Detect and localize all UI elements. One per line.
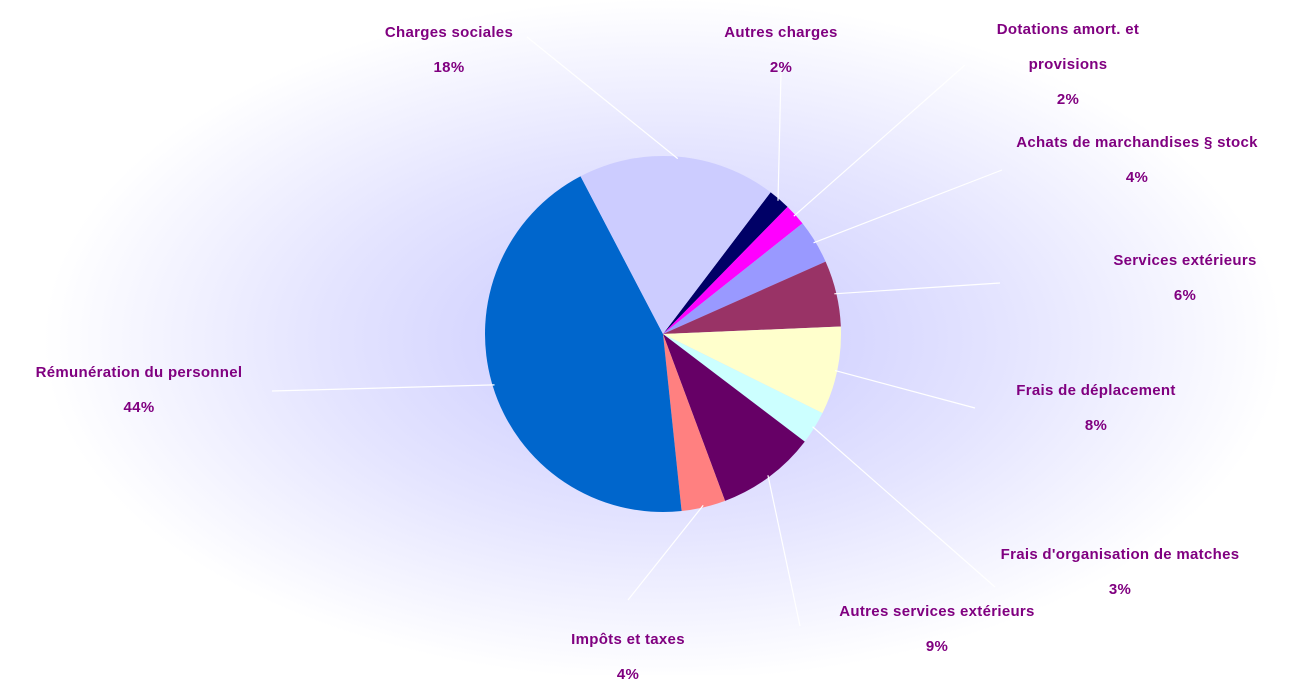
pie-slice [663, 223, 826, 334]
category-name: Achats de marchandises § stock [1016, 134, 1258, 151]
value-label: 44% [123, 399, 155, 416]
slice-label: Charges sociales 18% [349, 15, 549, 85]
category-name: Autres charges [724, 24, 838, 41]
value-label: 3% [1108, 581, 1132, 598]
slice-label: Achats de marchandises § stock 4% [1002, 125, 1272, 195]
pie-slice [663, 326, 841, 414]
leader-line [526, 36, 679, 160]
pie-slice [663, 334, 726, 512]
category-name: Frais d'organisation de matches [1000, 546, 1240, 563]
category-name: Charges sociales [384, 24, 514, 41]
leader-line [813, 169, 1003, 244]
slice-label: Services extérieurs 6% [1085, 243, 1285, 313]
value-label: 2% [769, 59, 793, 76]
slice-label: Rémunération du personnel 44% [0, 355, 279, 425]
category-name: Dotations amort. et provisions [996, 21, 1140, 73]
value-label: 9% [925, 638, 949, 655]
chart [0, 0, 1294, 675]
slice-label: Frais de déplacement 8% [986, 373, 1206, 443]
value-label: 2% [1056, 91, 1080, 108]
category-name: Rémunération du personnel [35, 364, 243, 381]
pie-slice [663, 334, 805, 501]
value-label: 6% [1173, 287, 1197, 304]
leader-line [767, 475, 801, 627]
leader-line [834, 282, 1001, 295]
leader-line [777, 71, 782, 201]
pie-slice [580, 155, 771, 334]
pie-slice [485, 176, 682, 513]
slice-label: Frais d'organisation de matches 3% [1000, 537, 1240, 607]
slice-label: Autres services extérieurs 9% [807, 594, 1067, 664]
leader-line [812, 426, 996, 588]
category-name: Frais de déplacement [1016, 382, 1176, 399]
pie-slice [663, 206, 803, 334]
slice-label: Impôts et taxes 4% [528, 622, 728, 692]
category-name: Autres services extérieurs [839, 603, 1035, 620]
leader-line [834, 370, 976, 409]
pie-slice [663, 261, 841, 334]
slice-label: Autres charges 2% [681, 15, 881, 85]
leader-line [793, 64, 966, 217]
value-label: 18% [433, 59, 465, 76]
category-name: Impôts et taxes [571, 631, 685, 648]
category-name: Services extérieurs [1113, 252, 1257, 269]
slice-label: Dotations amort. et provisions 2% [966, 12, 1171, 117]
pie-slice [663, 334, 823, 442]
value-label: 4% [1125, 169, 1149, 186]
leader-line [627, 504, 704, 601]
leader-line [271, 384, 495, 392]
pie-slice [663, 192, 788, 334]
value-label: 8% [1084, 417, 1108, 434]
